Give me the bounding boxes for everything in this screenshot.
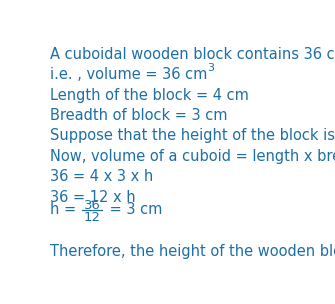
- Text: i.e. , volume = 36 cm: i.e. , volume = 36 cm: [50, 67, 207, 82]
- Text: Suppose that the height of the block is h cm: Suppose that the height of the block is …: [50, 129, 335, 143]
- Text: Length of the block = 4 cm: Length of the block = 4 cm: [50, 88, 249, 103]
- Text: h =: h =: [50, 202, 80, 217]
- Text: 36: 36: [84, 199, 100, 212]
- Text: Therefore, the height of the wooden block is 3 cm.: Therefore, the height of the wooden bloc…: [50, 244, 335, 259]
- Text: 36 = 12 x h: 36 = 12 x h: [50, 190, 135, 205]
- Text: Breadth of block = 3 cm: Breadth of block = 3 cm: [50, 108, 227, 123]
- Text: Now, volume of a cuboid = length x breadth x height: Now, volume of a cuboid = length x bread…: [50, 149, 335, 164]
- Text: 12: 12: [84, 211, 100, 224]
- Text: 3: 3: [207, 63, 214, 73]
- Text: A cuboidal wooden block contains 36 cm: A cuboidal wooden block contains 36 cm: [50, 47, 335, 62]
- Text: = 3 cm: = 3 cm: [105, 202, 162, 217]
- Text: 36 = 4 x 3 x h: 36 = 4 x 3 x h: [50, 169, 153, 184]
